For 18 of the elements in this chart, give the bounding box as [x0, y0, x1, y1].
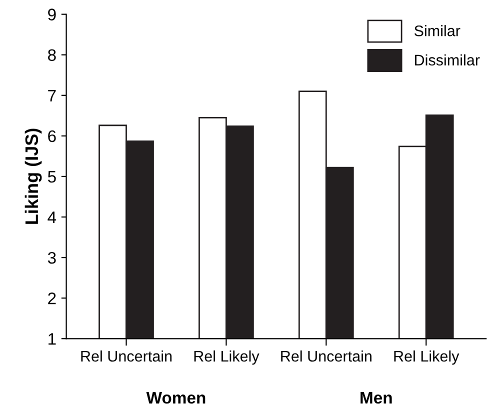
y-tick-label: 8: [48, 49, 56, 62]
y-tick-label: 9: [48, 8, 56, 20]
x-tick-label: Rel Uncertain: [81, 350, 172, 362]
x-tick-label: Rel Uncertain: [281, 350, 372, 362]
y-tick-label: 7: [48, 90, 56, 102]
y-tick-label: 3: [48, 252, 56, 264]
legend-label: Dissimilar: [415, 54, 480, 66]
y-tick-label: 2: [48, 292, 56, 304]
x-tick-label: Rel Likely: [194, 350, 260, 365]
y-tick-label: 1: [48, 333, 56, 345]
y-tick-label: 4: [48, 212, 56, 224]
y-axis-title: Liking (IJS): [24, 128, 42, 224]
text: Women: [146, 392, 206, 404]
x-tick-label: Rel Likely: [394, 350, 460, 365]
text: Men: [360, 392, 392, 404]
y-tick-label: 6: [48, 130, 56, 142]
y-tick-label: 5: [48, 171, 56, 183]
legend-label: Similar: [414, 25, 460, 36]
